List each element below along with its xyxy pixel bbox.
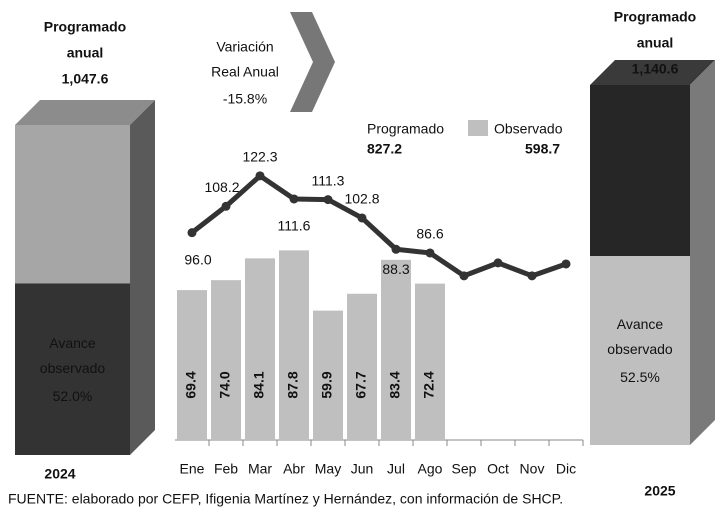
line-value-label: 122.3 bbox=[242, 149, 277, 165]
line-value-label: 111.6 bbox=[278, 218, 311, 234]
programado-label: anual bbox=[67, 45, 104, 61]
bar-value-label: 74.0 bbox=[217, 371, 233, 398]
bar bbox=[415, 283, 445, 440]
x-tick-label: Jul bbox=[387, 461, 405, 477]
bar bbox=[177, 290, 207, 440]
programado-value: 1,140.6 bbox=[632, 61, 679, 77]
programado-label: anual bbox=[637, 35, 674, 51]
x-tick-label: Dic bbox=[556, 461, 576, 477]
x-tick-label: Jun bbox=[351, 461, 374, 477]
line-value-label: 111.3 bbox=[312, 172, 345, 188]
line-value-label: 108.2 bbox=[204, 179, 239, 195]
bar bbox=[245, 258, 275, 440]
bar-value-label: 87.8 bbox=[285, 371, 301, 398]
year: 2025 bbox=[644, 483, 675, 499]
x-tick-label: Ago bbox=[418, 461, 443, 477]
line-value-label: 86.6 bbox=[416, 226, 443, 242]
bar bbox=[381, 259, 411, 440]
box-avance bbox=[15, 283, 130, 455]
line-point bbox=[221, 201, 231, 211]
x-tick-label: Nov bbox=[520, 461, 545, 477]
bar-value-label: 84.1 bbox=[251, 371, 267, 398]
avance-value: 52.0% bbox=[53, 388, 93, 404]
bar bbox=[211, 280, 241, 440]
box-avance bbox=[590, 256, 690, 445]
line-point bbox=[527, 271, 537, 281]
bar bbox=[313, 310, 343, 440]
line-point bbox=[391, 244, 401, 254]
x-tick-label: Mar bbox=[248, 461, 272, 477]
legend-label: Observado bbox=[494, 121, 563, 137]
bar-value-label: 72.4 bbox=[421, 371, 437, 398]
line-point bbox=[425, 248, 435, 258]
box-top bbox=[590, 60, 715, 85]
programado-label: Programado bbox=[44, 19, 126, 35]
line-point bbox=[187, 228, 197, 238]
bar-value-label: 67.7 bbox=[353, 371, 369, 398]
avance-label: Avance bbox=[49, 335, 96, 351]
bar bbox=[347, 293, 377, 440]
x-tick-label: Oct bbox=[487, 461, 509, 477]
bar-value-label: 59.9 bbox=[319, 371, 335, 398]
line-point bbox=[357, 213, 367, 223]
x-tick-label: Sep bbox=[452, 461, 477, 477]
box-side bbox=[690, 60, 715, 445]
year: 2024 bbox=[44, 466, 75, 482]
variation-label: Variación bbox=[216, 39, 273, 55]
line-point bbox=[323, 195, 333, 205]
line bbox=[190, 173, 567, 279]
legend-total: 598.7 bbox=[525, 141, 560, 157]
line-value-label: 96.0 bbox=[184, 251, 211, 267]
avance-label: observado bbox=[607, 341, 673, 357]
arrow bbox=[290, 12, 335, 112]
line-value-label: 102.8 bbox=[344, 191, 379, 207]
avance-label: observado bbox=[40, 360, 106, 376]
box-side bbox=[130, 100, 155, 455]
line-point bbox=[459, 271, 469, 281]
programado-value: 1,047.6 bbox=[62, 71, 109, 87]
legend-swatch bbox=[468, 120, 488, 136]
avance-value: 52.5% bbox=[620, 369, 660, 385]
bar-value-label: 69.4 bbox=[183, 371, 199, 398]
avance-label: Avance bbox=[617, 316, 664, 332]
legend-label: Programado bbox=[367, 121, 444, 137]
box-top bbox=[15, 100, 155, 125]
x-tick-label: Ene bbox=[180, 461, 205, 477]
line-point bbox=[493, 258, 503, 268]
line-value-label: 88.3 bbox=[382, 261, 409, 277]
programado-label: Programado bbox=[614, 9, 696, 25]
bar-value-label: 83.4 bbox=[387, 371, 403, 398]
box-programado bbox=[15, 125, 130, 284]
line-point bbox=[255, 171, 265, 181]
variation-label: Real Anual bbox=[211, 64, 279, 80]
x-tick-label: May bbox=[315, 461, 341, 477]
line-point bbox=[289, 194, 299, 204]
box-programado bbox=[590, 85, 690, 256]
source: FUENTE: elaborado por CEFP, Ifigenia Mar… bbox=[8, 491, 563, 507]
bar bbox=[279, 250, 309, 440]
x-tick-label: Abr bbox=[283, 461, 305, 477]
legend-total: 827.2 bbox=[367, 141, 402, 157]
line-point bbox=[561, 259, 571, 269]
x-tick-label: Feb bbox=[214, 461, 238, 477]
variation-value: -15.8% bbox=[223, 91, 267, 107]
